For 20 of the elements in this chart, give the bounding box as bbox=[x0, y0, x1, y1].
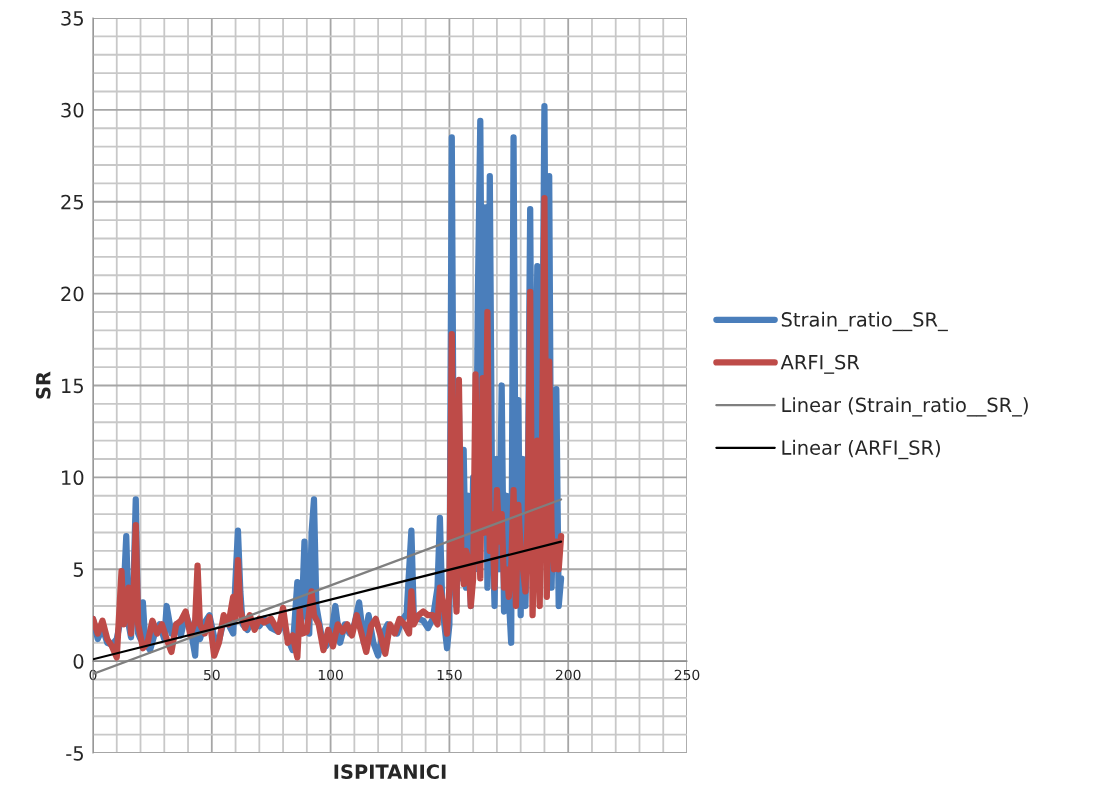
x-tick-label: 200 bbox=[555, 669, 581, 681]
x-axis-title: ISPITANICI bbox=[334, 764, 446, 780]
y-tick-label: 10 bbox=[62, 470, 84, 486]
legend-label: ARFI_SR bbox=[780, 354, 860, 374]
y-tick-label: 15 bbox=[62, 378, 83, 394]
y-tick-label: -5 bbox=[66, 746, 83, 761]
x-tick-label: 250 bbox=[674, 669, 700, 681]
y-tick-label: 20 bbox=[61, 286, 84, 302]
y-tick-label: 0 bbox=[73, 654, 84, 669]
y-tick-label: 25 bbox=[61, 194, 83, 210]
y-axis-title: SR bbox=[35, 371, 51, 399]
legend-label: Strain_ratio__SR_ bbox=[781, 311, 948, 332]
y-tick-label: 5 bbox=[73, 562, 83, 577]
legend-label: Linear (ARFI_SR) bbox=[782, 439, 940, 460]
x-tick-label: 50 bbox=[204, 669, 220, 681]
y-tick-label: 35 bbox=[61, 10, 83, 26]
legend-label: Linear (Strain_ratio__SR_) bbox=[782, 397, 1028, 417]
x-tick-label: 100 bbox=[318, 669, 343, 681]
y-tick-label: 30 bbox=[61, 102, 84, 118]
x-tick-label: 150 bbox=[437, 669, 462, 681]
